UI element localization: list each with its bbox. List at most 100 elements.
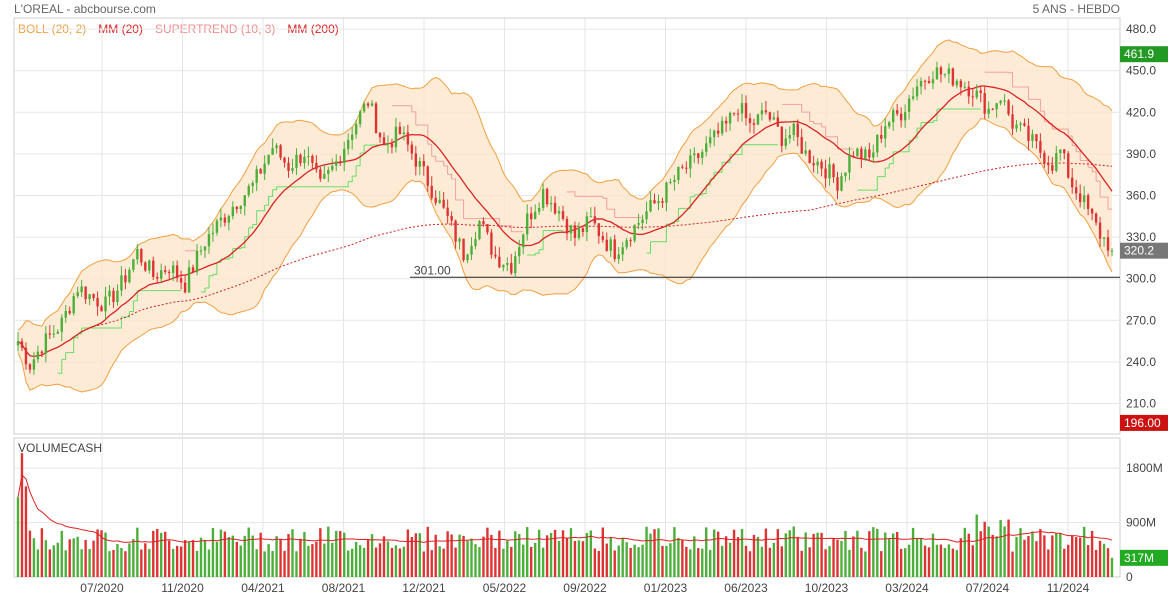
volume-bar — [88, 549, 91, 577]
volume-bar — [104, 532, 107, 577]
volume-bar — [267, 544, 270, 577]
volume-bar — [955, 550, 959, 577]
candle-body — [701, 151, 704, 158]
candle-body — [1015, 124, 1018, 129]
supertrend-segment — [133, 290, 138, 302]
volume-bar — [418, 533, 421, 577]
supertrend-segment — [205, 275, 210, 289]
volume-bar — [724, 536, 728, 577]
candle-body — [203, 246, 207, 251]
volume-bar — [295, 551, 298, 577]
candle-body — [1007, 100, 1010, 115]
volume-bar — [732, 529, 736, 577]
candle-body — [939, 67, 943, 75]
candle-body — [629, 240, 632, 242]
candle-body — [645, 211, 648, 220]
volume-bar — [685, 546, 688, 577]
volume-bar — [1003, 526, 1006, 577]
candle-body — [1075, 187, 1078, 194]
volume-bar — [335, 530, 338, 577]
volume-bar — [247, 527, 250, 577]
supertrend-segment — [352, 165, 357, 177]
last-volume-tag: 317M — [1124, 551, 1154, 565]
volume-bar — [868, 531, 871, 577]
supertrend-segment — [1088, 166, 1093, 172]
supertrend-segment — [805, 111, 811, 122]
vol-tick-label: 900M — [1126, 516, 1156, 530]
supertrend-segment — [495, 218, 500, 226]
candle-body — [259, 169, 262, 174]
candle-body — [335, 161, 338, 166]
candle-body — [728, 112, 732, 124]
candle-body — [287, 162, 290, 171]
candle-body — [991, 108, 994, 110]
candle-body — [864, 149, 867, 160]
volume-bar — [1071, 535, 1074, 577]
candle-body — [406, 132, 410, 145]
supertrend-segment — [539, 230, 544, 251]
min-price-tag-box — [1120, 414, 1168, 431]
supertrend-segment — [117, 317, 122, 329]
volume-bar — [716, 531, 720, 577]
supertrend-segment — [61, 352, 67, 360]
volume-bar — [52, 545, 55, 577]
candle-body — [557, 211, 561, 214]
candle-body — [458, 238, 461, 242]
volume-bar — [506, 540, 509, 577]
volume-bar — [804, 532, 807, 577]
candle-body — [88, 294, 91, 300]
candle-body — [275, 145, 278, 149]
candle-body — [32, 359, 36, 370]
x-tick-label: 09/2022 — [563, 581, 607, 595]
candle-body — [132, 259, 135, 270]
supertrend-segment — [1008, 72, 1013, 87]
supertrend-segment — [228, 248, 234, 259]
candle-body — [394, 126, 398, 148]
candle-body — [959, 80, 963, 88]
volume-bar — [187, 541, 191, 577]
candle-body — [816, 161, 819, 166]
volume-bar — [816, 532, 819, 577]
candle-body — [446, 207, 449, 216]
candle-body — [844, 172, 847, 177]
volume-bar — [712, 529, 716, 577]
volume-bar — [1110, 557, 1114, 577]
x-tick-label: 07/2024 — [966, 581, 1010, 595]
volume-bar — [1106, 548, 1110, 577]
candle-body — [840, 176, 843, 191]
volume-bar — [673, 527, 676, 577]
candle-body — [362, 103, 366, 112]
candle-body — [414, 153, 418, 167]
vol-tick-label: 0 — [1126, 570, 1133, 584]
volume-bar — [537, 529, 541, 577]
volume-bar — [697, 548, 700, 577]
volume-bar — [486, 527, 489, 577]
candle-body — [152, 260, 155, 277]
volume-bar — [701, 548, 704, 577]
volume-bar — [450, 534, 453, 577]
volume-bar — [772, 542, 776, 577]
candle-body — [350, 134, 354, 141]
volume-bar — [422, 551, 425, 577]
candle-body — [581, 228, 585, 232]
candle-body — [346, 140, 350, 149]
volume-bar — [987, 526, 990, 577]
volume-bar — [410, 537, 414, 577]
supertrend-segment — [407, 105, 413, 112]
volume-bar — [354, 542, 358, 577]
volume-bar — [350, 548, 354, 577]
volume-bar — [951, 548, 955, 577]
supertrend-segment — [129, 300, 134, 312]
candle-body — [1098, 222, 1102, 239]
x-tick-label: 04/2021 — [241, 581, 285, 595]
volume-bar — [645, 526, 648, 577]
y-tick-label: 420.0 — [1126, 105, 1156, 119]
volume-bar — [768, 547, 772, 577]
volume-bar — [931, 533, 935, 577]
candle-body — [482, 221, 485, 225]
candle-body — [28, 364, 32, 370]
volume-bar — [597, 550, 601, 577]
volume-bar — [156, 529, 159, 577]
candle-body — [96, 298, 99, 307]
